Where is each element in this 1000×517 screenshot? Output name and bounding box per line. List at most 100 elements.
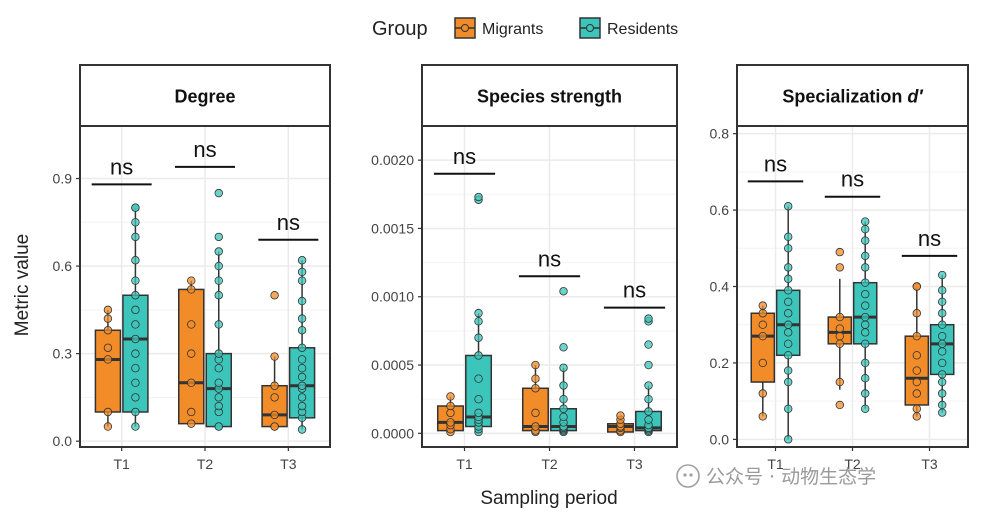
data-point xyxy=(938,270,947,280)
data-point xyxy=(758,358,767,368)
panel-specialization: Specialization d′ 0.0 0.2 0.4 0.6 0.8 T1 T2 T3 ns… xyxy=(710,64,969,472)
facet-strip xyxy=(736,64,969,127)
data-point xyxy=(474,317,483,326)
data-point xyxy=(103,343,113,352)
data-point xyxy=(214,232,223,242)
data-point xyxy=(214,188,223,198)
box-migrants xyxy=(261,384,288,428)
y-tick-label: 0.0005 xyxy=(371,357,414,373)
y-tick-label: 0.0015 xyxy=(371,220,414,236)
data-point xyxy=(861,236,870,245)
data-point xyxy=(835,324,844,333)
data-point xyxy=(270,291,279,300)
data-point xyxy=(835,331,844,341)
data-point xyxy=(103,305,113,315)
data-point xyxy=(861,389,870,398)
data-point xyxy=(784,366,793,375)
data-point xyxy=(103,355,113,364)
data-point xyxy=(297,267,307,277)
data-point xyxy=(758,301,767,310)
data-point xyxy=(559,287,568,296)
data-point xyxy=(912,366,921,375)
data-point xyxy=(270,393,279,402)
data-point xyxy=(861,339,870,349)
significance-label: ns xyxy=(841,167,864,192)
data-point xyxy=(938,320,947,329)
data-point xyxy=(559,404,568,413)
data-point xyxy=(835,247,844,257)
significance-label: ns xyxy=(453,144,476,169)
data-point xyxy=(270,422,279,431)
data-point xyxy=(446,392,455,401)
data-point xyxy=(270,381,279,390)
significance-label: ns xyxy=(538,246,561,271)
data-point xyxy=(861,217,870,226)
facet-strip xyxy=(421,64,678,127)
data-point xyxy=(531,422,540,431)
data-point xyxy=(214,291,223,300)
data-point xyxy=(861,263,870,272)
data-point xyxy=(531,384,540,393)
data-point xyxy=(938,358,947,368)
data-point xyxy=(187,378,196,387)
data-point xyxy=(531,408,540,418)
data-point xyxy=(784,435,793,444)
data-point xyxy=(297,276,307,285)
data-point xyxy=(559,363,568,372)
data-point xyxy=(784,274,793,284)
data-point xyxy=(938,297,947,306)
data-point xyxy=(474,351,483,360)
data-point xyxy=(835,400,844,410)
data-point xyxy=(784,297,793,306)
data-point xyxy=(784,377,793,387)
watermark: 公众号 · 动物生态学 xyxy=(676,462,876,489)
data-point xyxy=(187,276,196,285)
data-point xyxy=(861,251,870,261)
facet-strip xyxy=(79,64,331,127)
data-point xyxy=(784,320,793,329)
data-point xyxy=(103,422,113,431)
significance-label: ns xyxy=(110,154,133,179)
data-point xyxy=(784,309,793,318)
panel-degree: Degree 0.0 0.3 0.6 0.9 T1 T2 T3 ns ns ns xyxy=(53,64,331,472)
x-tick-label: T2 xyxy=(541,456,558,472)
data-point xyxy=(784,202,793,211)
y-tick-label: 0.0020 xyxy=(371,152,414,168)
data-point xyxy=(131,232,140,242)
significance-label: ns xyxy=(623,278,646,303)
data-point xyxy=(938,400,947,410)
x-tick-label: T3 xyxy=(626,456,643,472)
data-point xyxy=(861,312,870,322)
data-point xyxy=(131,422,140,431)
y-axis-label: Metric value xyxy=(12,234,33,336)
data-point xyxy=(446,401,455,411)
data-point xyxy=(758,389,767,398)
y-tick-label: 0.0 xyxy=(53,433,73,449)
data-point xyxy=(784,328,793,337)
data-point xyxy=(474,394,483,404)
data-point xyxy=(297,393,307,402)
data-point xyxy=(758,309,767,318)
data-point xyxy=(531,374,540,383)
data-point xyxy=(297,381,307,390)
data-point xyxy=(784,404,793,413)
data-point xyxy=(214,320,223,329)
data-point xyxy=(214,422,223,431)
data-point xyxy=(297,372,307,382)
y-tick-label: 0.0010 xyxy=(371,289,414,305)
data-point xyxy=(938,370,947,379)
data-point xyxy=(644,381,653,390)
data-point xyxy=(938,309,947,318)
data-point xyxy=(616,411,625,420)
data-point xyxy=(187,349,196,358)
data-point xyxy=(131,203,140,212)
legend-label-migrants: Migrants xyxy=(482,21,543,38)
data-point xyxy=(912,309,921,318)
data-point xyxy=(103,314,113,323)
data-point xyxy=(131,276,140,285)
data-point xyxy=(559,412,568,422)
significance-label: ns xyxy=(277,210,300,235)
data-point xyxy=(861,404,870,413)
data-point xyxy=(474,374,483,383)
